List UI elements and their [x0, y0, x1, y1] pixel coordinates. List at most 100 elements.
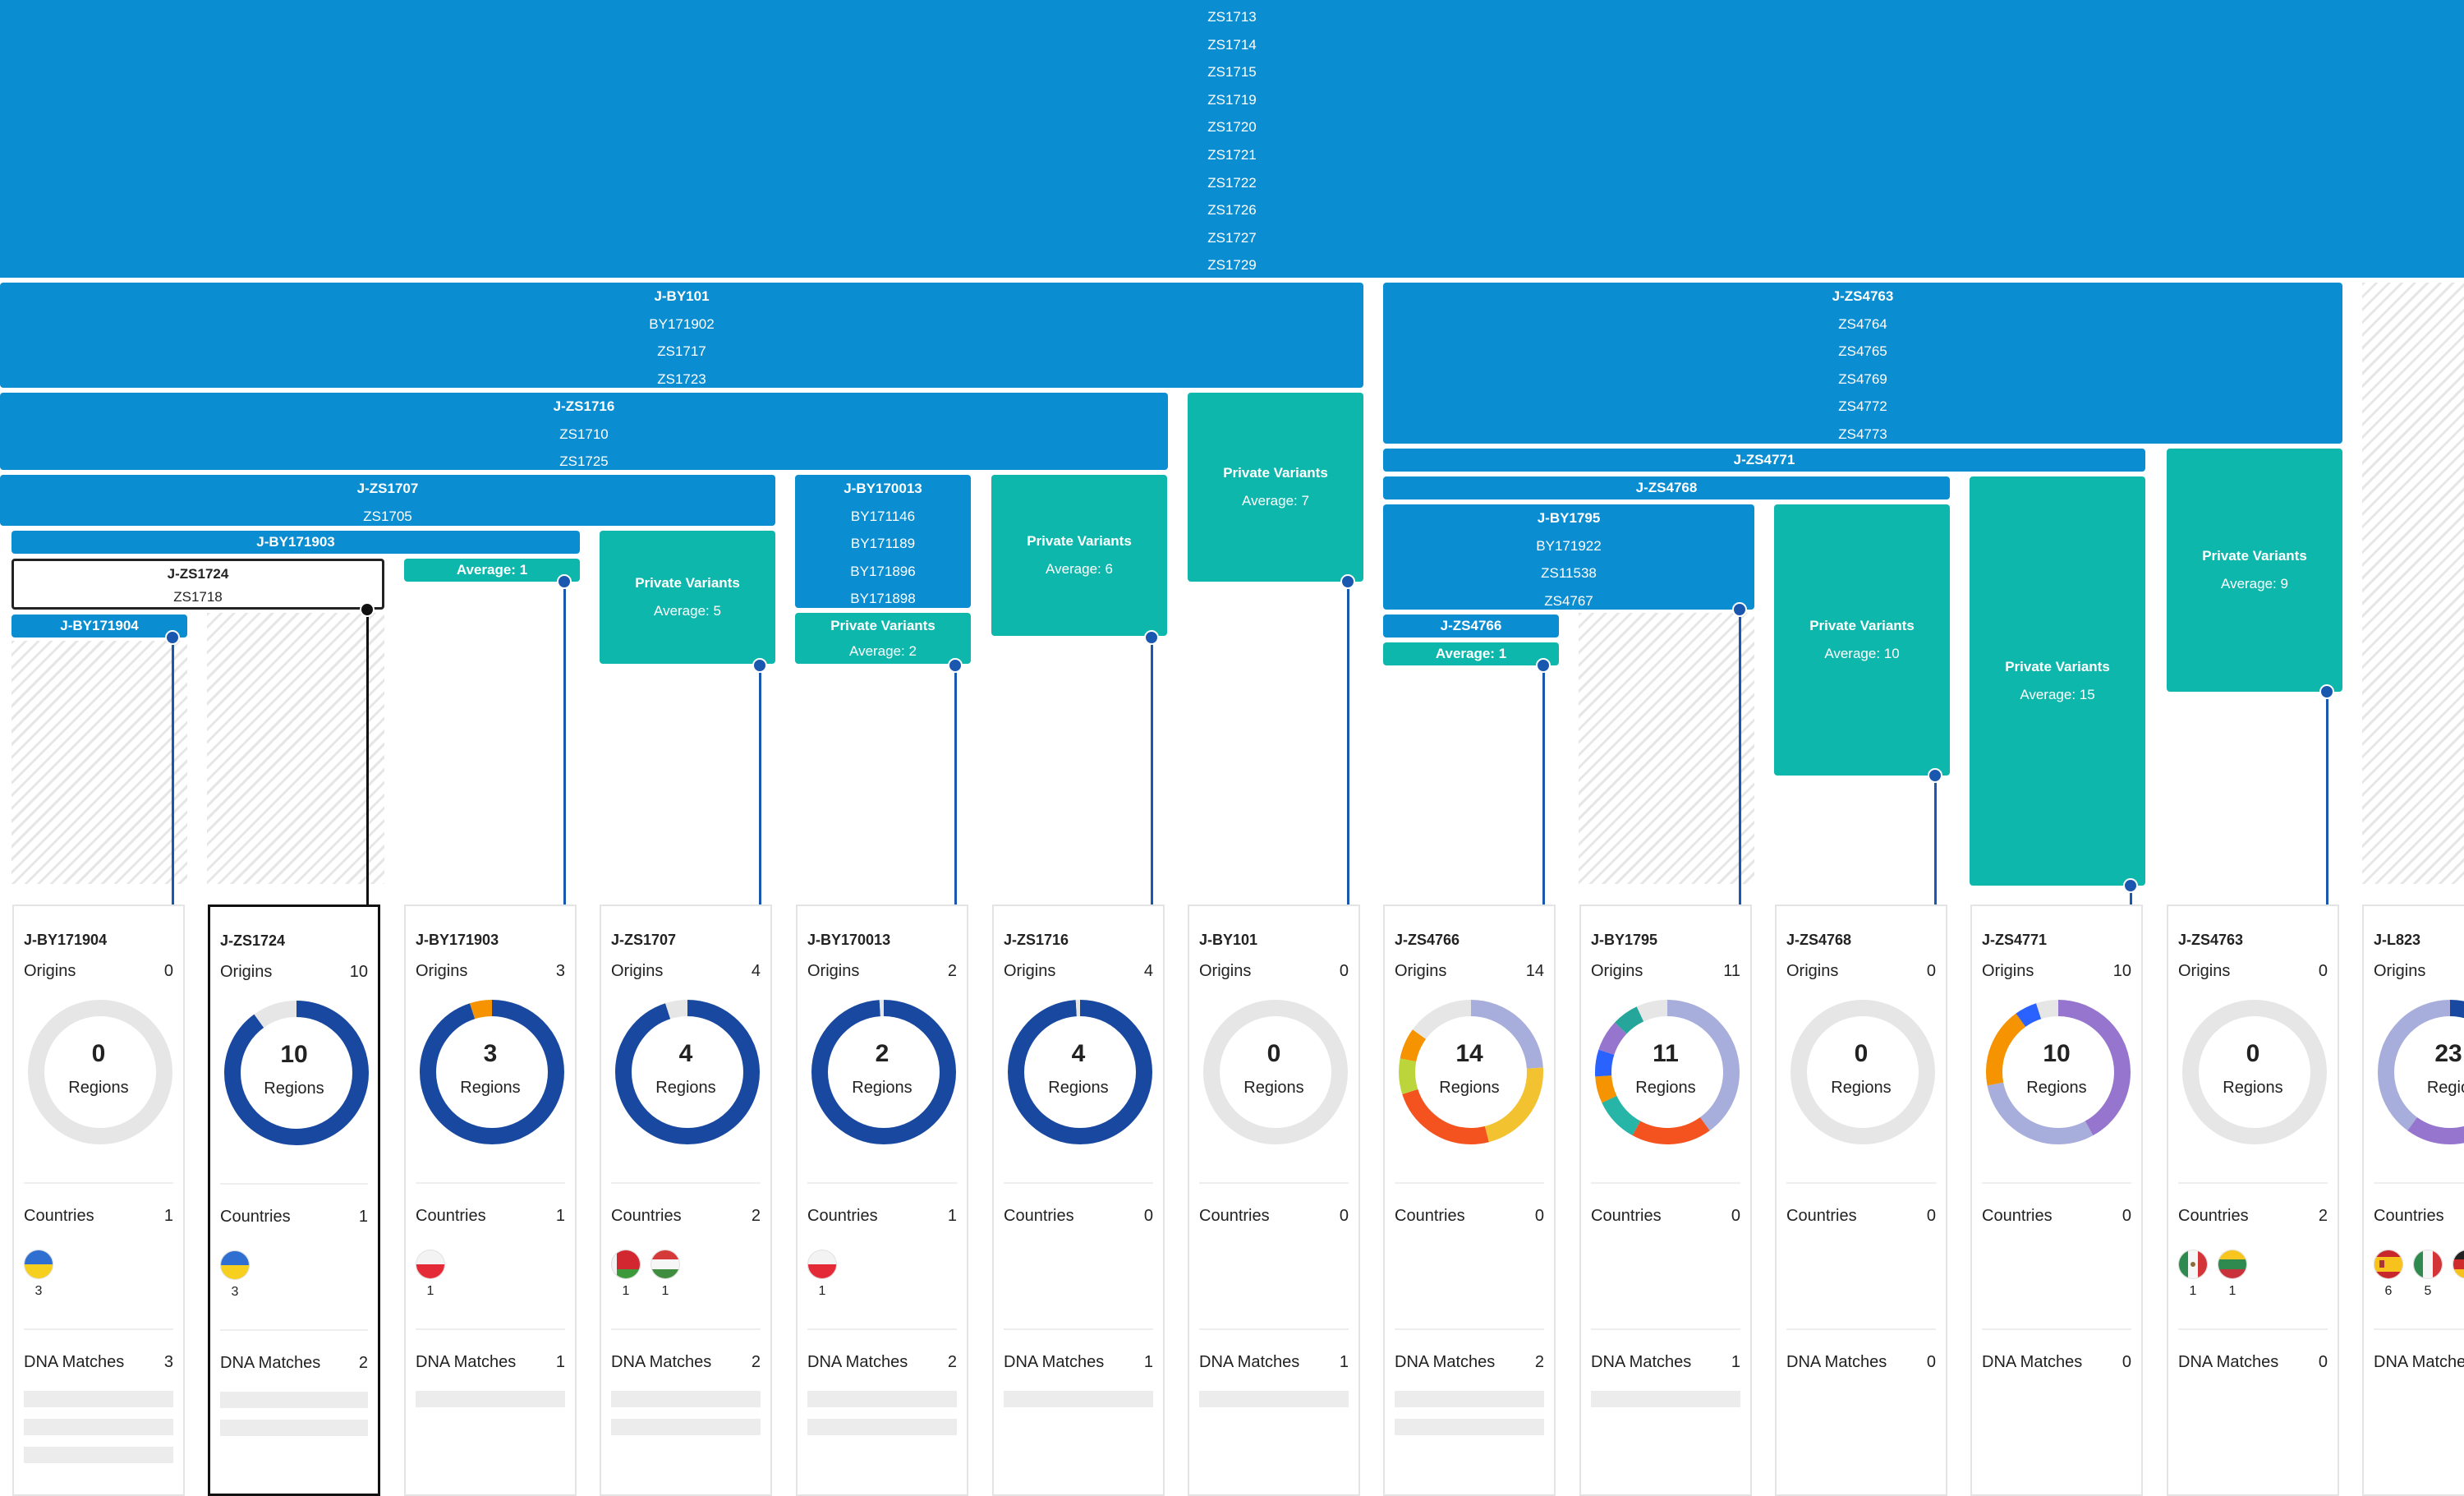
country-match-count: 3 — [220, 1285, 250, 1300]
countries-count: 2 — [752, 1207, 761, 1226]
node-title: J-BY101 — [0, 283, 1363, 311]
countries-label: Countries — [2374, 1207, 2444, 1226]
connector-line — [1739, 610, 1741, 905]
node-j-zs1707[interactable]: J-ZS1707 ZS1705 — [0, 475, 775, 526]
regions-count: 2 — [798, 1040, 967, 1068]
connector-dot — [1928, 768, 1942, 783]
private-variants-j-zs4763[interactable]: Private Variants Average: 9 — [2167, 449, 2342, 692]
dna-matches-label: DNA Matches — [1591, 1353, 1691, 1372]
node-j-by171904[interactable]: J-BY171904 — [11, 615, 187, 638]
average-label: Average: 9 — [2167, 570, 2342, 598]
origins-label: Origins — [2374, 962, 2425, 981]
node-j-zs4763[interactable]: J-ZS4763 ZS4764 ZS4765 ZS4769 ZS4772 ZS4… — [1383, 283, 2342, 444]
haplogroup-card-j-l823[interactable]: J-L823Origins23RegioCountries65DNA Match… — [2362, 905, 2464, 1496]
divider — [416, 1182, 565, 1184]
ring-segment — [623, 1008, 752, 1136]
divider — [2178, 1328, 2328, 1330]
regions-label: Regions — [1972, 1079, 2141, 1098]
node-j-zs4771[interactable]: J-ZS4771 — [1383, 449, 2145, 472]
private-variants-j-zs1716[interactable]: Private Variants Average: 6 — [991, 475, 1167, 636]
countries-count: 1 — [948, 1207, 957, 1226]
variant: ZS1721 — [0, 141, 2464, 169]
regions-label: Regions — [1189, 1079, 1358, 1098]
dna-matches-count: 1 — [1731, 1353, 1740, 1372]
country-match-count: 6 — [2374, 1284, 2403, 1299]
private-variants-j-by101[interactable]: Private Variants Average: 7 — [1188, 393, 1363, 582]
node-j-zs1724-selected[interactable]: J-ZS1724 ZS1718 — [11, 559, 384, 610]
private-variants-label: Private Variants — [991, 527, 1167, 555]
origins-label: Origins — [24, 962, 76, 981]
empty-branch-hatch — [11, 641, 187, 884]
variant: BY171898 — [795, 585, 971, 608]
average-j-zs4766[interactable]: Average: 1 — [1383, 642, 1559, 665]
node-title: J-ZS4766 — [1383, 615, 1559, 638]
average-label: Average: 1 — [1383, 642, 1559, 665]
connector-dot — [1732, 602, 1747, 617]
node-j-by101[interactable]: J-BY101 BY171902 ZS1717 ZS1723 — [0, 283, 1363, 388]
dna-match-placeholder — [807, 1419, 957, 1435]
variant: ZS1726 — [0, 196, 2464, 224]
origins-count: 0 — [164, 962, 173, 981]
node-root[interactable]: ZS1713 ZS1714 ZS1715 ZS1719 ZS1720 ZS172… — [0, 0, 2464, 278]
average-label: Average: 6 — [991, 555, 1167, 583]
card-title: J-BY171904 — [24, 932, 107, 949]
country-match-count: 1 — [416, 1284, 445, 1299]
private-variants-j-zs4771[interactable]: Private Variants Average: 15 — [1970, 476, 2145, 886]
origins-label: Origins — [807, 962, 859, 981]
node-j-zs4768[interactable]: J-ZS4768 — [1383, 476, 1950, 499]
countries-label: Countries — [807, 1207, 878, 1226]
average-j-by171903[interactable]: Average: 1 — [404, 559, 580, 582]
ring-segment — [1016, 1008, 1144, 1136]
variant: BY171902 — [0, 311, 1363, 338]
node-j-by1795[interactable]: J-BY1795 BY171922 ZS11538 ZS4767 — [1383, 504, 1754, 610]
private-variants-j-by170013[interactable]: Private Variants Average: 2 — [795, 613, 971, 664]
connector-dot — [2319, 684, 2334, 699]
node-j-by171903[interactable]: J-BY171903 — [11, 531, 580, 554]
divider — [1395, 1182, 1544, 1184]
node-j-zs1716[interactable]: J-ZS1716 ZS1710 ZS1725 — [0, 393, 1168, 470]
variant: ZS1725 — [0, 448, 1168, 470]
node-j-zs4766[interactable]: J-ZS4766 — [1383, 615, 1559, 638]
country-match-count: 5 — [2413, 1284, 2443, 1299]
dna-matches-count: 2 — [359, 1354, 368, 1373]
countries-label: Countries — [220, 1208, 291, 1227]
connector-line — [1934, 776, 1937, 905]
dna-match-placeholder — [24, 1391, 173, 1407]
node-j-by170013[interactable]: J-BY170013 BY171146 BY171189 BY171896 BY… — [795, 475, 971, 608]
average-label: Average: 1 — [404, 559, 580, 582]
divider — [1591, 1328, 1740, 1330]
divider — [1004, 1328, 1153, 1330]
private-variants-j-zs4768[interactable]: Private Variants Average: 10 — [1774, 504, 1950, 776]
regions-count: 10 — [1972, 1040, 2141, 1068]
origins-label: Origins — [1591, 962, 1643, 981]
dna-matches-label: DNA Matches — [2374, 1353, 2464, 1372]
origins-label: Origins — [1004, 962, 1055, 981]
connector-line — [759, 665, 761, 905]
origins-donut-chart — [1593, 998, 1741, 1146]
connector-dot — [752, 658, 767, 673]
divider — [1982, 1182, 2131, 1184]
regions-count: 0 — [1189, 1040, 1358, 1068]
divider — [1004, 1182, 1153, 1184]
divider — [1199, 1328, 1349, 1330]
private-variants-label: Private Variants — [600, 569, 775, 597]
private-variants-j-zs1707[interactable]: Private Variants Average: 5 — [600, 531, 775, 664]
node-title: J-ZS4768 — [1383, 476, 1950, 499]
dna-matches-count: 1 — [1144, 1353, 1153, 1372]
countries-label: Countries — [1982, 1207, 2053, 1226]
dna-match-placeholder — [1004, 1391, 1153, 1407]
average-label: Average: 2 — [795, 638, 971, 664]
divider — [1591, 1182, 1740, 1184]
